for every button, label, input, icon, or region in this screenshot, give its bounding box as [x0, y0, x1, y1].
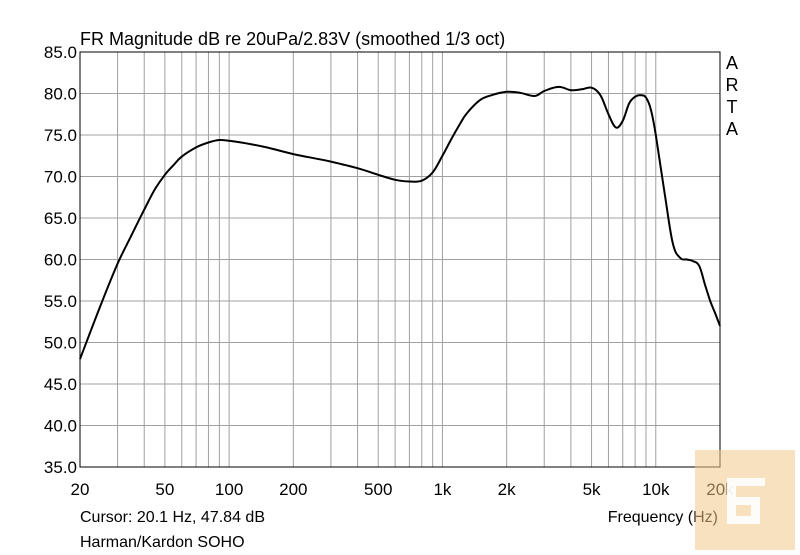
- cursor-readout: Cursor: 20.1 Hz, 47.84 dB: [80, 509, 265, 526]
- x-tick-labels: 20501002005001k2k5k10k20k: [71, 480, 735, 499]
- y-tick-label: 40.0: [44, 417, 77, 436]
- brand-letter: A: [726, 53, 738, 73]
- y-tick-label: 65.0: [44, 209, 77, 228]
- x-tick-label: 20: [71, 480, 90, 499]
- y-tick-label: 85.0: [44, 43, 77, 62]
- y-tick-label: 70.0: [44, 168, 77, 187]
- x-tick-label: 5k: [583, 480, 601, 499]
- x-tick-label: 2k: [498, 480, 516, 499]
- device-name: Harman/Kardon SOHO: [80, 534, 245, 551]
- x-tick-label: 100: [215, 480, 243, 499]
- brand-letter: A: [726, 119, 738, 139]
- x-tick-label: 10k: [642, 480, 670, 499]
- y-tick-label: 55.0: [44, 292, 77, 311]
- x-tick-label: 1k: [433, 480, 451, 499]
- brand-vertical-label: A R T A: [726, 53, 739, 139]
- x-tick-label: 50: [155, 480, 174, 499]
- plot-area-frame: [79, 51, 721, 468]
- y-tick-label: 35.0: [44, 458, 77, 477]
- y-tick-label: 75.0: [44, 126, 77, 145]
- x-axis-label: Frequency (Hz): [608, 509, 718, 526]
- chart-title: FR Magnitude dB re 20uPa/2.83V (smoothed…: [80, 29, 505, 49]
- y-tick-labels: 35.0 40.0 45.0 50.0 55.0 60.0 65.0 70.0 75.0 80.0…: [44, 43, 77, 477]
- y-tick-label: 60.0: [44, 251, 77, 270]
- grid-lines: [80, 52, 720, 467]
- y-tick-label: 50.0: [44, 334, 77, 353]
- y-tick-label: 80.0: [44, 85, 77, 104]
- brand-letter: R: [726, 75, 739, 95]
- watermark-logo: [695, 450, 795, 550]
- x-tick-label: 500: [364, 480, 392, 499]
- series-line-frequency-response: [79, 85, 721, 360]
- x-tick-label: 200: [279, 480, 307, 499]
- brand-letter: T: [727, 97, 738, 117]
- y-tick-label: 45.0: [44, 375, 77, 394]
